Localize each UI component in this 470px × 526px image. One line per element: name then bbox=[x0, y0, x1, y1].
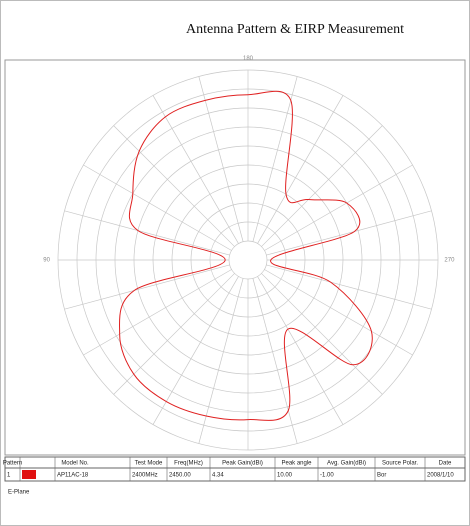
spoke bbox=[264, 164, 413, 251]
spoke bbox=[113, 125, 235, 247]
footer: E-Plane bbox=[8, 490, 30, 496]
spoke bbox=[261, 125, 383, 247]
row-cell: 4.34 bbox=[212, 473, 224, 479]
row-cell: 2450.00 bbox=[169, 473, 191, 479]
spoke bbox=[266, 264, 432, 310]
polar-grid bbox=[57, 69, 439, 451]
spoke bbox=[257, 95, 344, 244]
header-cell: Test Mode bbox=[135, 461, 163, 467]
row-cell: 10.00 bbox=[277, 473, 293, 479]
spoke bbox=[152, 276, 239, 425]
color-swatch bbox=[22, 470, 36, 479]
row-cell: AP11AC-18 bbox=[57, 473, 89, 479]
spoke bbox=[64, 264, 230, 310]
header-cell: Date bbox=[439, 461, 452, 467]
plot-frame bbox=[4, 59, 466, 456]
spoke bbox=[261, 273, 383, 395]
header-cell: Peak Gain(dBi) bbox=[222, 461, 263, 467]
angle-label: 270 bbox=[444, 258, 455, 264]
table: Pattern Model No. Test Mode Freq(MHz) Peak G… bbox=[3, 456, 466, 482]
angle-label: 90 bbox=[43, 258, 50, 264]
header-cell: Model No. bbox=[61, 461, 89, 467]
spoke bbox=[252, 278, 298, 444]
row-cell: Bor bbox=[377, 473, 386, 479]
row-cell: 2400MHz bbox=[132, 473, 158, 479]
angle-label: 180 bbox=[243, 56, 254, 62]
spoke bbox=[252, 76, 298, 242]
row-cell: -1.00 bbox=[320, 473, 334, 479]
spoke bbox=[64, 210, 230, 256]
header-cell: Pattern bbox=[3, 461, 22, 467]
spoke bbox=[83, 269, 232, 356]
chart-title: Antenna Pattern & EIRP Measurement bbox=[186, 22, 404, 37]
spoke bbox=[266, 210, 432, 256]
header-cell: Peak angle bbox=[281, 461, 312, 467]
header-cell: Source Polar. bbox=[382, 461, 418, 467]
header-cell: Freq(MHz) bbox=[174, 461, 203, 467]
spoke bbox=[257, 276, 344, 425]
spoke bbox=[83, 164, 232, 251]
spoke bbox=[264, 269, 413, 356]
row-cell: 1 bbox=[7, 473, 11, 479]
pattern-curve bbox=[118, 90, 373, 421]
spoke bbox=[152, 95, 239, 244]
header-cell: Avg. Gain(dBi) bbox=[327, 461, 366, 467]
row-cell: 2008/1/10 bbox=[427, 473, 454, 479]
spoke bbox=[198, 76, 244, 242]
table-frame bbox=[4, 456, 466, 482]
